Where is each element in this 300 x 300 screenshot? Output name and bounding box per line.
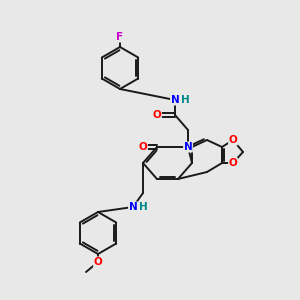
Text: H: H xyxy=(139,202,147,212)
Text: O: O xyxy=(94,257,102,267)
Text: N: N xyxy=(129,202,137,212)
Text: O: O xyxy=(139,142,147,152)
Text: N: N xyxy=(184,142,192,152)
Text: H: H xyxy=(181,95,189,105)
Text: O: O xyxy=(229,158,237,168)
Text: N: N xyxy=(171,95,179,105)
Text: O: O xyxy=(229,135,237,145)
Text: F: F xyxy=(116,32,124,42)
Text: O: O xyxy=(153,110,161,120)
